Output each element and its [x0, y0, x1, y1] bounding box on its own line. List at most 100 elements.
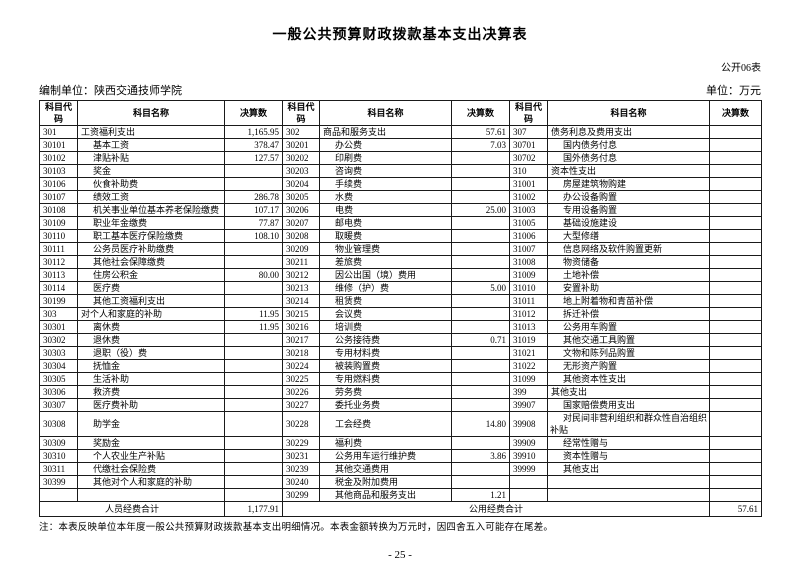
subject-name-cell: 对民间非营利组织和群众性自治组织补贴	[547, 411, 710, 437]
table-row: 30112 其他社会保障缴费 30211 差旅费 31008 物资储备	[39, 255, 762, 269]
subject-name-cell: 抚恤金	[77, 359, 225, 373]
subject-code-cell: 39908	[509, 411, 548, 437]
amount-cell	[709, 385, 762, 399]
amount-cell	[224, 475, 283, 489]
unit-label: 单位：万元	[706, 85, 761, 97]
table-row: 30109 职业年金缴费 77.87 30207 邮电费 31005 基础设施建设	[39, 216, 762, 230]
amount-cell	[709, 164, 762, 178]
subject-name-cell: 拆迁补偿	[547, 307, 710, 321]
amount-cell: 378.47	[224, 138, 283, 152]
subject-name-cell: 工资福利支出	[77, 125, 225, 139]
subject-code-cell: 30103	[39, 164, 78, 178]
subject-name-cell: 其他社会保障缴费	[77, 255, 225, 269]
amount-cell	[709, 307, 762, 321]
amount-cell: 11.95	[224, 307, 283, 321]
subject-name-cell: 安置补助	[547, 281, 710, 295]
amount-cell	[709, 372, 762, 386]
subject-name-cell: 助学金	[77, 411, 225, 437]
subject-name-cell: 奖励金	[77, 436, 225, 450]
subject-code-cell: 30113	[39, 268, 78, 282]
table-row: 30101 基本工资 378.47 30201 办公费 7.03 30701 国内债务付息	[39, 138, 762, 152]
subject-code-cell: 30108	[39, 203, 78, 217]
table-row: 30301 离休费 11.95 30216 培训费 31013 公务用车购置	[39, 320, 762, 334]
amount-cell	[709, 281, 762, 295]
amount-cell	[451, 398, 510, 412]
subject-code-cell: 302	[282, 125, 320, 139]
amount-cell: 3.86	[451, 449, 510, 463]
subject-code-cell: 30302	[39, 333, 78, 347]
subject-code-cell: 30106	[39, 177, 78, 191]
header-subject-name: 科目名称	[547, 100, 710, 126]
subject-code-cell: 30218	[282, 346, 320, 360]
subject-name-cell: 专用设备购置	[547, 203, 710, 217]
amount-cell	[224, 436, 283, 450]
subject-code-cell: 30227	[282, 398, 320, 412]
amount-cell	[709, 229, 762, 243]
table-row: 30306 救济费 30226 劳务费 399 其他支出	[39, 385, 762, 399]
table-row: 30107 绩效工资 286.78 30205 水费 31002 办公设备购置	[39, 190, 762, 204]
table-row: 30399 其他对个人和家庭的补助 30240 税金及附加费用	[39, 475, 762, 489]
subject-name-cell: 伙食补助费	[77, 177, 225, 191]
amount-cell	[709, 151, 762, 165]
amount-cell: 107.17	[224, 203, 283, 217]
subject-code-cell: 30217	[282, 333, 320, 347]
amount-cell	[451, 436, 510, 450]
amount-cell	[709, 436, 762, 450]
subject-name-cell: 住房公积金	[77, 268, 225, 282]
amount-cell	[451, 229, 510, 243]
table-row: 30305 生活补助 30225 专用燃料费 31099 其他资本性支出	[39, 372, 762, 386]
subject-code-cell: 399	[509, 385, 548, 399]
subject-code-cell: 30212	[282, 268, 320, 282]
subject-code-cell: 30309	[39, 436, 78, 450]
subject-code-cell: 31007	[509, 242, 548, 256]
amount-cell	[451, 177, 510, 191]
table-row: 30108 机关事业单位基本养老保险缴费 107.17 30206 电费 25.00 310…	[39, 203, 762, 217]
subject-name-cell: 土地补偿	[547, 268, 710, 282]
subject-name-cell: 手续费	[319, 177, 452, 191]
subject-code-cell: 31013	[509, 320, 548, 334]
subject-code-cell: 30303	[39, 346, 78, 360]
subject-code-cell	[509, 488, 548, 502]
prepared-by-label: 编制单位：陕西交通技师学院	[39, 85, 182, 97]
amount-cell: 25.00	[451, 203, 510, 217]
subject-name-cell: 职业年金缴费	[77, 216, 225, 230]
amount-cell	[224, 294, 283, 308]
amount-cell	[709, 462, 762, 476]
subject-name-cell: 其他商品和服务支出	[319, 488, 452, 502]
subject-name-cell: 国外债务付息	[547, 151, 710, 165]
subject-code-cell: 30304	[39, 359, 78, 373]
amount-cell	[224, 398, 283, 412]
amount-cell	[224, 372, 283, 386]
subject-code-cell: 31002	[509, 190, 548, 204]
table-row: 30308 助学金 30228 工会经费 14.80 39908 对民间非营利组织和群众性自…	[39, 411, 762, 437]
subject-code-cell: 31003	[509, 203, 548, 217]
subject-name-cell	[547, 488, 710, 502]
subject-name-cell: 其他交通工具购置	[547, 333, 710, 347]
subject-code-cell: 30101	[39, 138, 78, 152]
amount-cell	[709, 177, 762, 191]
amount-cell: 108.10	[224, 229, 283, 243]
subject-code-cell: 30204	[282, 177, 320, 191]
subject-code-cell: 31009	[509, 268, 548, 282]
amount-cell	[709, 333, 762, 347]
subject-name-cell: 公务接待费	[319, 333, 452, 347]
subject-name-cell: 债务利息及费用支出	[547, 125, 710, 139]
subject-name-cell: 其他支出	[547, 462, 710, 476]
subject-code-cell: 30310	[39, 449, 78, 463]
subject-code-cell: 30205	[282, 190, 320, 204]
page-number: - 25 -	[388, 549, 412, 561]
amount-cell	[451, 294, 510, 308]
amount-cell: 5.00	[451, 281, 510, 295]
subject-name-cell: 大型修缮	[547, 229, 710, 243]
amount-cell	[451, 359, 510, 373]
subject-name-cell: 绩效工资	[77, 190, 225, 204]
amount-cell	[709, 125, 762, 139]
amount-cell	[709, 203, 762, 217]
public-total-value: 57.61	[709, 501, 762, 517]
amount-cell	[224, 411, 283, 437]
subject-name-cell: 工会经费	[319, 411, 452, 437]
subject-code-cell: 30207	[282, 216, 320, 230]
amount-cell	[224, 281, 283, 295]
table-header-row: 科目代码 科目名称 决算数 科目代码 科目名称 决算数 科目代码 科目名称 决算…	[39, 100, 762, 126]
amount-cell	[451, 320, 510, 334]
